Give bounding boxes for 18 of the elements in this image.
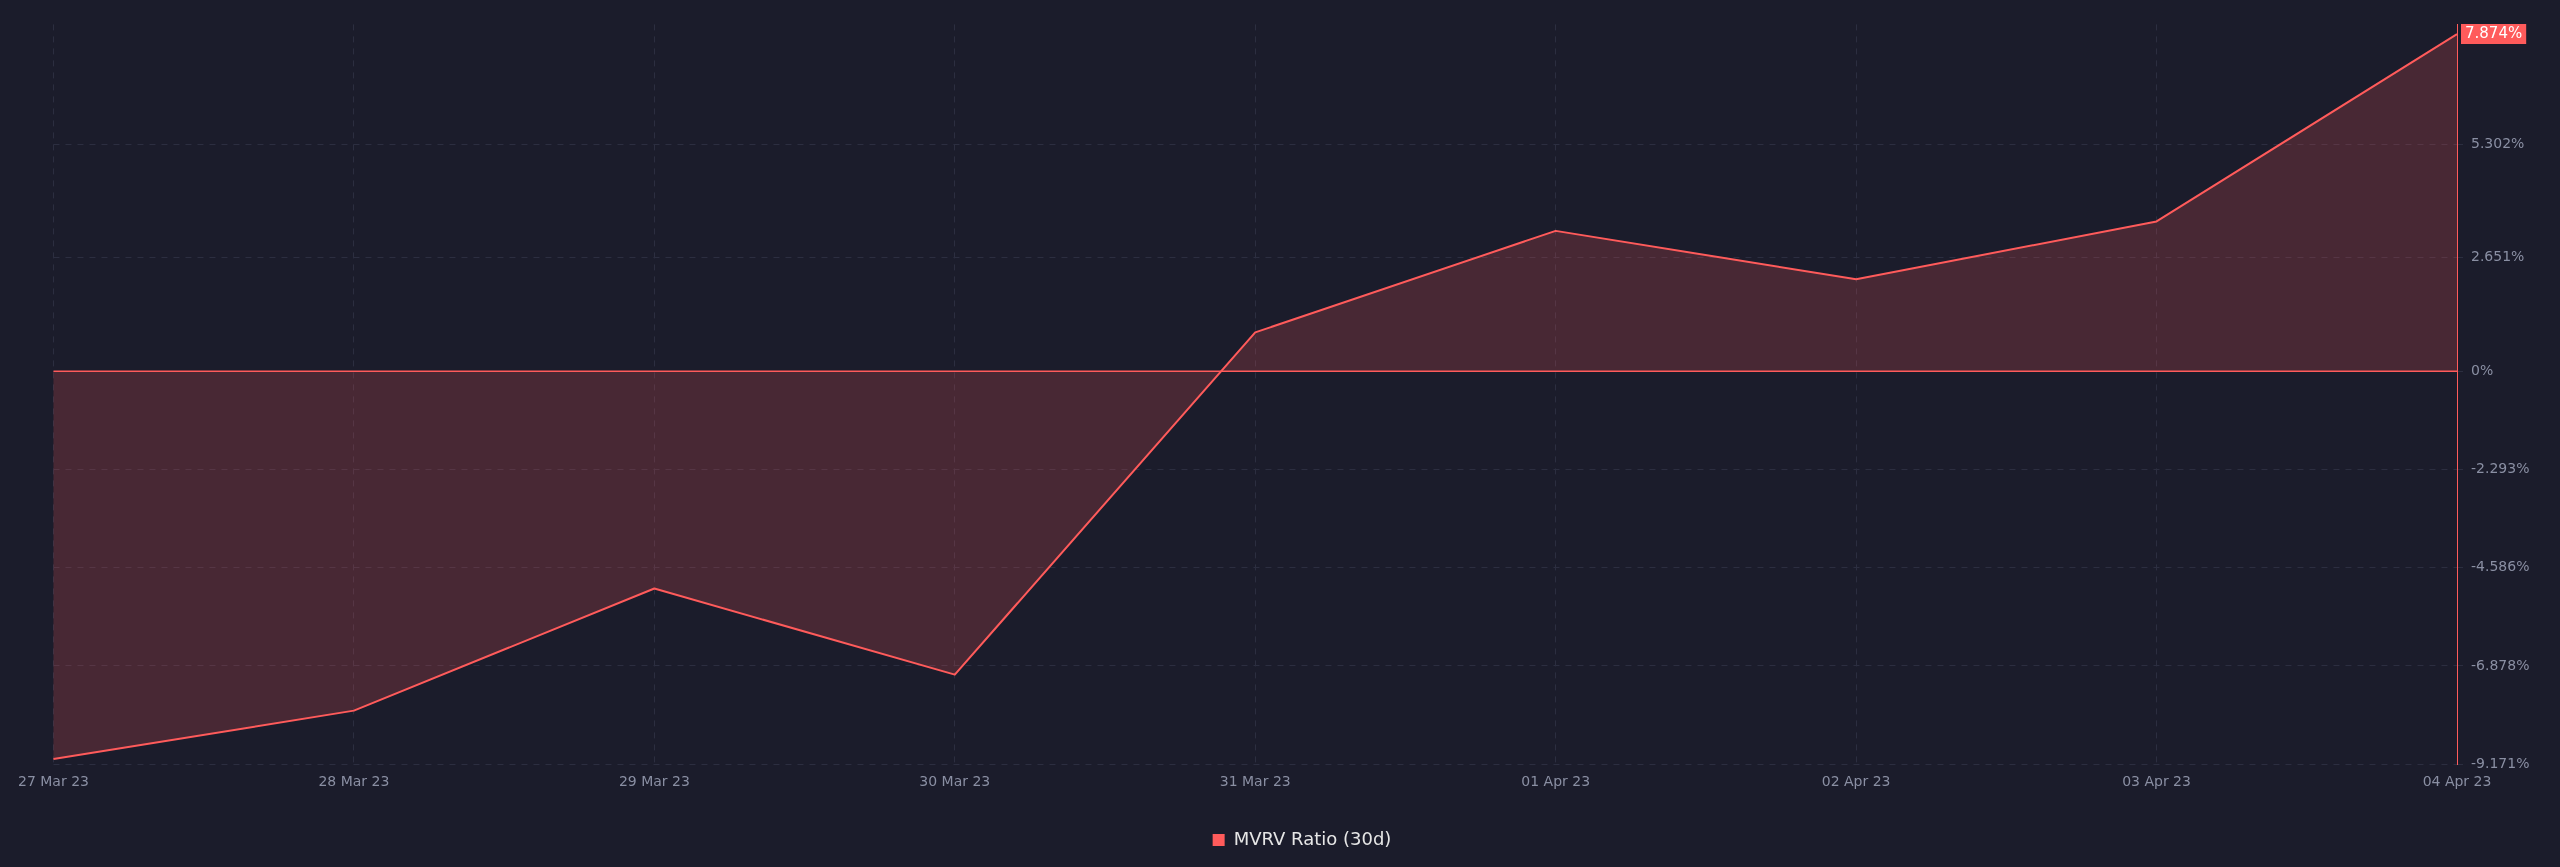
y-tick-label: -6.878% [2471, 656, 2530, 673]
x-tick-label: 02 Apr 23 [1821, 773, 1891, 790]
y-tick-label: -9.171% [2471, 754, 2530, 771]
y-tick-label: -4.586% [2471, 558, 2530, 575]
x-tick-label: 30 Mar 23 [919, 773, 991, 790]
y-tick-label: 0% [2471, 362, 2494, 378]
y-tick-label: 5.302% [2471, 134, 2525, 151]
x-tick-label: 28 Mar 23 [318, 773, 390, 790]
legend-label: MVRV Ratio (30d) [1233, 827, 1392, 849]
x-tick-label: 29 Mar 23 [618, 773, 690, 790]
y-tick-label: -2.293% [2471, 460, 2530, 477]
x-tick-label: 03 Apr 23 [2122, 773, 2191, 790]
y-tick-label: 2.651% [2471, 248, 2525, 265]
x-tick-label: 04 Apr 23 [2422, 773, 2492, 790]
x-tick-label: 01 Apr 23 [1521, 773, 1591, 790]
x-tick-label: 27 Mar 23 [18, 773, 89, 790]
annotation: 7.874% [2465, 23, 2523, 42]
x-tick-label: 31 Mar 23 [1219, 773, 1291, 790]
